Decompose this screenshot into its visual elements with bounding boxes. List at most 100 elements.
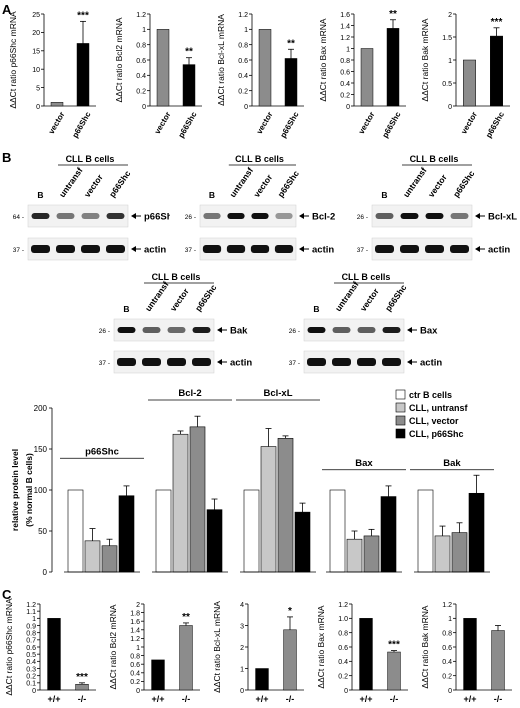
y-tick-label: 0.6: [340, 69, 350, 76]
mw-marker: 26 -: [185, 214, 196, 221]
actin-band: [332, 358, 351, 366]
bar-p66Shc: [101, 545, 118, 573]
y-tick-label: 1.8: [130, 610, 140, 617]
target-band: [425, 213, 444, 219]
y-tick-label: 0: [136, 688, 140, 695]
y-tick-label: 0.8: [130, 653, 140, 660]
panel-label-b: B: [2, 150, 12, 165]
lane-label: vector: [168, 286, 191, 313]
lane-label: p66Shc: [451, 168, 477, 199]
x-tick-label: -/-: [286, 694, 295, 704]
bar-Bcl-2: [189, 426, 206, 573]
actin-band: [274, 245, 294, 253]
actin-band: [226, 245, 246, 253]
significance-marker: **: [287, 38, 295, 49]
mw-marker: 37 -: [357, 247, 368, 254]
blot-membrane-target: [27, 204, 129, 228]
target-band: [450, 213, 469, 219]
blot-target-label: p66Shc: [144, 212, 170, 223]
blot-loading-label: actin: [312, 245, 334, 256]
y-tick-label: 0.2: [442, 673, 452, 680]
mrna-chart-bclxl: ΔΔCt ratio Bcl-xL mRNA 0 0.2 0.4 0.6 0.8 1 1.2 v…: [216, 12, 304, 139]
y-tick-label: 1.2: [338, 602, 348, 609]
target-band: [192, 327, 211, 333]
bar-Bak: [468, 492, 485, 573]
y-tick-label: 0.6: [238, 58, 248, 65]
y-tick-label: 0.8: [340, 58, 350, 65]
y-tick-label: 0.6: [338, 645, 348, 652]
legend-swatch: [395, 402, 406, 413]
bar-vector: [360, 48, 374, 107]
actin-band: [56, 245, 75, 253]
significance-marker: ***: [76, 672, 88, 683]
knockout-chart-bcl2: ΔΔCt ratio Bcl2 mRNA 0 0.20.4 0.6 0.81 1.21.4…: [108, 602, 200, 704]
y-tick-label: 0.2: [136, 88, 146, 95]
significance-marker: ***: [388, 640, 400, 651]
y-tick-label: 0.2: [338, 673, 348, 680]
y-tick-label: 0: [32, 688, 36, 695]
blot-membrane-actin: [113, 350, 215, 374]
bar-p66Shc: [284, 58, 298, 107]
y-tick-label: 0: [448, 688, 452, 695]
y-tick-label: 0.5: [442, 81, 452, 88]
mw-marker: 26 -: [357, 214, 368, 221]
lane-label: vector: [82, 172, 105, 199]
blot-arrowhead: [131, 213, 136, 219]
legend-swatch: [395, 389, 406, 400]
bar-p66Shc: [84, 540, 101, 573]
y-tick-label: 0.8: [442, 630, 452, 637]
y-tick-label: 0: [142, 104, 146, 111]
y-tick-label: 15: [32, 49, 40, 56]
blot-title: CLL B cells: [152, 272, 201, 282]
y-tick-label: 0.4: [442, 659, 452, 666]
x-tick-label: p66Shc: [177, 110, 199, 140]
actin-band: [400, 245, 419, 253]
panel-label-c: C: [2, 587, 12, 602]
y-tick-label: 0.4: [136, 73, 146, 80]
y-tick-label: 4: [240, 602, 244, 609]
y-axis-label: ΔΔCt ratio Bak mRNA: [420, 18, 430, 101]
x-tick-label: +/+: [151, 694, 164, 704]
group-label: Bcl-2: [178, 388, 201, 399]
lane-label: p66Shc: [107, 168, 133, 199]
y-tick-label: 100: [34, 486, 48, 495]
target-band: [106, 213, 125, 219]
blot-membrane-target: [113, 318, 215, 342]
y-tick-label: 1.4: [130, 628, 140, 635]
target-band: [307, 327, 326, 333]
y-tick-label: 1.6: [340, 12, 350, 19]
bar-vector: [50, 102, 64, 107]
significance-marker: ***: [491, 17, 503, 28]
bar-+/+: [151, 659, 165, 691]
legend-label: CLL, p66Shc: [409, 429, 464, 439]
y-tick-label: 0.3: [26, 666, 36, 673]
x-tick-label: p66Shc: [484, 110, 506, 140]
mrna-chart-p66shc: ΔΔCt ratio p66Shc mRNA 0 5 10 15 20 25 vector **…: [8, 10, 96, 139]
legend-swatch: [395, 428, 406, 439]
blot-arrowhead: [407, 359, 412, 365]
bar-Bcl-2: [206, 509, 223, 573]
x-tick-label: vector: [255, 110, 275, 135]
lane-label: untransf: [401, 165, 429, 199]
x-tick-label: vector: [47, 110, 67, 135]
target-band: [275, 213, 293, 219]
lane-label: B: [381, 190, 387, 200]
y-tick-label: 0.2: [238, 88, 248, 95]
y-tick-label: 0.5: [26, 652, 36, 659]
y-tick-label: 25: [32, 12, 40, 19]
y-tick-label: 200: [34, 404, 48, 413]
bar-Bak: [451, 532, 468, 573]
blot-loading-label: actin: [144, 245, 166, 256]
blot-title: CLL B cells: [66, 154, 115, 164]
actin-band: [142, 358, 161, 366]
bar-+/+: [47, 618, 61, 691]
y-tick-label: 0: [344, 688, 348, 695]
y-tick-label: 1.0: [338, 616, 348, 623]
actin-band: [202, 245, 222, 253]
x-tick-label: p66Shc: [381, 110, 403, 140]
y-tick-label: 0.6: [442, 645, 452, 652]
blot-arrowhead: [475, 246, 480, 252]
mrna-chart-bcl2: ΔΔCt ratio Bcl2 mRNA 0 0.2 0.4 0.6 0.8 1 1.2 vec…: [114, 12, 202, 140]
